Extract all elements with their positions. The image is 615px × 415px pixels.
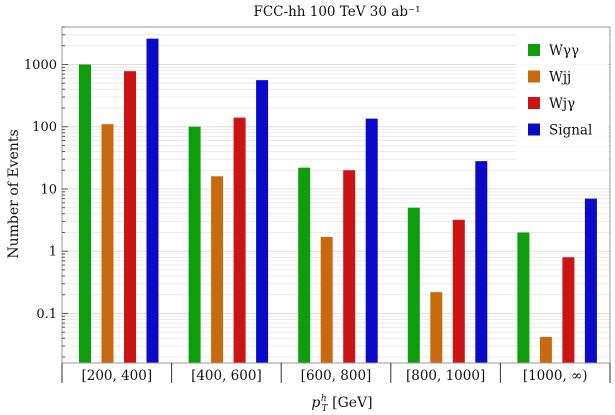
bar [298, 167, 311, 363]
bar [452, 219, 465, 363]
x-axis-title-unit: [GeV] [328, 395, 373, 411]
y-tick-label: 1000 [24, 58, 57, 73]
y-tick-label: 0.1 [36, 307, 57, 322]
bars [79, 38, 597, 364]
y-tick-label: 1 [49, 245, 57, 260]
y-tick-label: 100 [32, 120, 57, 135]
bar [539, 336, 552, 363]
chart-title: FCC-hh 100 TeV 30 ab⁻¹ [253, 4, 420, 20]
legend-label: Wγγ [549, 43, 579, 59]
x-axis-title-sup: h [321, 394, 327, 404]
bar [517, 232, 530, 363]
y-axis: 0.1 1 10 100 1000 [24, 26, 68, 358]
x-tick-label: [600, 800] [301, 368, 372, 384]
bar [365, 118, 378, 363]
legend-swatch [528, 123, 540, 136]
bar [101, 124, 114, 363]
legend-swatch [528, 97, 540, 109]
bar [562, 257, 575, 363]
bar [233, 117, 246, 364]
x-axis-title-sub: T [322, 404, 329, 414]
x-tick-label: [800, 1000] [406, 368, 485, 384]
bar [343, 170, 356, 363]
legend-label: Wjγ [549, 96, 575, 112]
bar [407, 207, 420, 363]
bar [584, 198, 597, 363]
x-tick-label: [1000, ∞) [523, 368, 588, 384]
y-axis-title: Number of Events [6, 129, 22, 258]
bar [188, 126, 201, 363]
bar [79, 64, 91, 364]
y-tick-label: 10 [40, 182, 57, 197]
bar [320, 236, 333, 363]
bar [211, 176, 224, 363]
x-axis: [200, 400] [400, 600] [600, 800] [800, 1000… [61, 363, 611, 384]
bar [124, 71, 136, 364]
x-tick-label: [200, 400] [81, 368, 152, 384]
bar [475, 161, 488, 363]
x-axis-title: ph T [GeV] [311, 394, 372, 414]
x-tick-label: [400, 600] [191, 368, 262, 384]
legend-label: Signal [549, 123, 592, 139]
legend: Wγγ Wjj Wjγ Signal [516, 34, 608, 169]
bar [430, 292, 443, 363]
legend-swatch [528, 70, 540, 83]
legend-label: Wjj [549, 70, 571, 86]
bar [146, 38, 159, 364]
legend-swatch [528, 44, 540, 56]
x-axis-title-main: p [311, 395, 320, 411]
bar [256, 80, 269, 363]
